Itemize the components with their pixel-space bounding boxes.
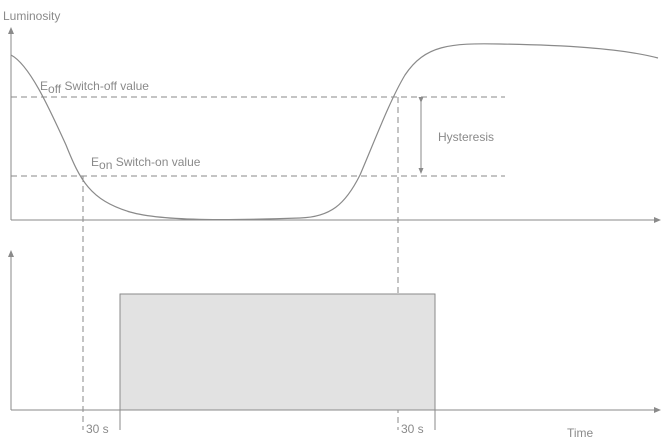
y-axis-label: Luminosity: [3, 9, 60, 23]
hysteresis-label: Hysteresis: [438, 130, 494, 144]
on-delay-label: 30 s: [86, 422, 109, 436]
switch-on-value-label: Eon Switch-on value: [91, 155, 201, 172]
luminosity-curve: [10, 43, 659, 221]
x-axis-label: Time: [567, 426, 594, 440]
switch-off-value-label: Eoff Switch-off value: [40, 79, 149, 96]
off-delay-label: 30 s: [401, 422, 424, 436]
output-on-block: [119, 293, 436, 411]
